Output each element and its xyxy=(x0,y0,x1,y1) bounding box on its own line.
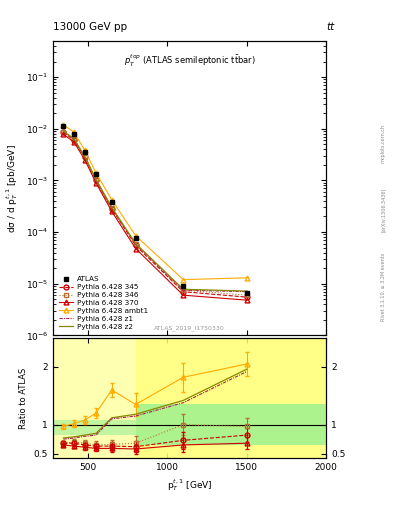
Y-axis label: Ratio to ATLAS: Ratio to ATLAS xyxy=(19,368,28,429)
Pythia 6.428 346 xyxy=(72,136,76,142)
Pythia 6.428 ambt1 xyxy=(110,197,114,203)
Pythia 6.428 370 xyxy=(61,131,66,137)
Pythia 6.428 ambt1 xyxy=(61,121,66,127)
Bar xyxy=(136,337,326,458)
Pythia 6.428 z2 xyxy=(244,288,249,294)
Pythia 6.428 ambt1 xyxy=(181,276,185,283)
Pythia 6.428 z2 xyxy=(181,286,185,292)
Pythia 6.428 ambt1 xyxy=(83,147,87,154)
Pythia 6.428 z2 xyxy=(133,241,138,247)
Pythia 6.428 z1 xyxy=(61,129,66,135)
Pythia 6.428 z1 xyxy=(244,289,249,295)
Pythia 6.428 346 xyxy=(94,176,98,182)
Pythia 6.428 z2 xyxy=(83,154,87,160)
Pythia 6.428 370 xyxy=(83,157,87,163)
Bar xyxy=(53,337,326,458)
Pythia 6.428 346 xyxy=(61,129,66,135)
Text: Rivet 3.1.10, ≥ 3.2M events: Rivet 3.1.10, ≥ 3.2M events xyxy=(381,252,386,321)
Line: Pythia 6.428 ambt1: Pythia 6.428 ambt1 xyxy=(61,122,249,282)
Pythia 6.428 ambt1 xyxy=(244,275,249,281)
Pythia 6.428 370 xyxy=(94,180,98,186)
Pythia 6.428 345 xyxy=(83,154,87,160)
Pythia 6.428 370 xyxy=(133,245,138,251)
Bar xyxy=(53,420,136,435)
Pythia 6.428 z1 xyxy=(181,287,185,293)
Line: Pythia 6.428 345: Pythia 6.428 345 xyxy=(61,130,249,300)
Line: Pythia 6.428 370: Pythia 6.428 370 xyxy=(61,132,249,303)
Pythia 6.428 z1 xyxy=(110,205,114,211)
Text: [arXiv:1306.3436]: [arXiv:1306.3436] xyxy=(381,188,386,232)
Pythia 6.428 345 xyxy=(61,130,66,136)
Pythia 6.428 345 xyxy=(181,289,185,295)
Pythia 6.428 ambt1 xyxy=(94,170,98,176)
Text: ATLAS_2019_I1750330: ATLAS_2019_I1750330 xyxy=(154,325,225,331)
Pythia 6.428 z1 xyxy=(133,241,138,247)
Y-axis label: dσ / d p$_T^{t,1}$ [pb/GeV]: dσ / d p$_T^{t,1}$ [pb/GeV] xyxy=(4,144,20,232)
Text: tt: tt xyxy=(326,22,334,32)
Legend: ATLAS, Pythia 6.428 345, Pythia 6.428 346, Pythia 6.428 370, Pythia 6.428 ambt1,: ATLAS, Pythia 6.428 345, Pythia 6.428 34… xyxy=(57,274,150,332)
Pythia 6.428 345 xyxy=(110,206,114,212)
Text: mcplots.cern.ch: mcplots.cern.ch xyxy=(381,124,386,163)
Text: 13000 GeV pp: 13000 GeV pp xyxy=(53,22,127,32)
Line: Pythia 6.428 346: Pythia 6.428 346 xyxy=(61,129,249,297)
Bar xyxy=(136,404,326,445)
Pythia 6.428 z2 xyxy=(72,136,76,142)
Pythia 6.428 346 xyxy=(133,241,138,247)
Line: Pythia 6.428 z1: Pythia 6.428 z1 xyxy=(63,132,247,292)
Pythia 6.428 z2 xyxy=(110,204,114,210)
Text: $p_T^{top}$ (ATLAS semileptonic t$\bar{\rm t}$bar): $p_T^{top}$ (ATLAS semileptonic t$\bar{\… xyxy=(124,53,255,69)
Pythia 6.428 346 xyxy=(110,205,114,211)
Pythia 6.428 346 xyxy=(83,154,87,160)
Pythia 6.428 ambt1 xyxy=(72,130,76,136)
Pythia 6.428 z1 xyxy=(94,177,98,183)
Line: Pythia 6.428 z2: Pythia 6.428 z2 xyxy=(63,131,247,291)
Pythia 6.428 370 xyxy=(244,297,249,303)
Pythia 6.428 z1 xyxy=(83,154,87,160)
Pythia 6.428 345 xyxy=(72,137,76,143)
X-axis label: p$_T^{t,1}$ [GeV]: p$_T^{t,1}$ [GeV] xyxy=(167,478,212,493)
Pythia 6.428 ambt1 xyxy=(133,232,138,239)
Pythia 6.428 345 xyxy=(94,177,98,183)
Pythia 6.428 370 xyxy=(110,208,114,215)
Pythia 6.428 346 xyxy=(244,292,249,298)
Pythia 6.428 370 xyxy=(181,292,185,298)
Pythia 6.428 370 xyxy=(72,139,76,145)
Pythia 6.428 z2 xyxy=(61,128,66,134)
Pythia 6.428 346 xyxy=(181,287,185,293)
Pythia 6.428 345 xyxy=(244,294,249,300)
Pythia 6.428 z2 xyxy=(94,176,98,182)
Pythia 6.428 345 xyxy=(133,242,138,248)
Pythia 6.428 z1 xyxy=(72,136,76,142)
